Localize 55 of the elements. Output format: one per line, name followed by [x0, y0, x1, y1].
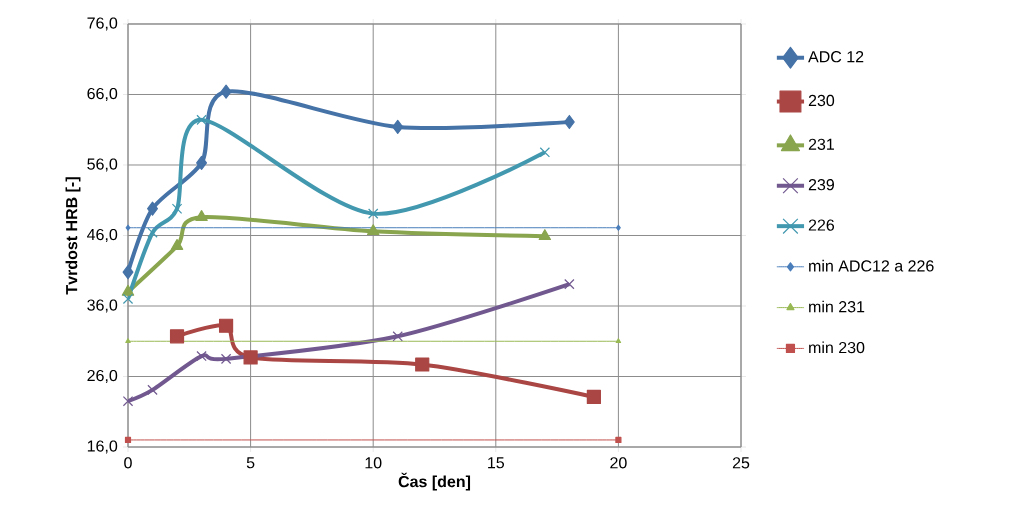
point [539, 147, 551, 158]
point [196, 155, 208, 170]
point [195, 210, 208, 222]
point [563, 114, 575, 130]
point [415, 357, 430, 372]
point [392, 331, 403, 342]
legend-label: 230 [808, 94, 835, 107]
legend-label: min ADC12 a 226 [809, 259, 934, 272]
point [147, 201, 158, 216]
point [218, 318, 234, 333]
legend-label: min 231 [809, 300, 865, 313]
x-tick-label: 20 [610, 457, 627, 469]
point [368, 208, 379, 219]
point [124, 436, 132, 444]
point [220, 84, 232, 99]
x-tick-label: 5 [246, 457, 255, 469]
point [196, 114, 207, 126]
point [147, 227, 158, 238]
point [366, 224, 380, 236]
y-tick-label: 46,0 [87, 228, 118, 243]
x-tick-label: 0 [124, 457, 132, 469]
point [170, 238, 184, 250]
y-tick-label: 56,0 [87, 158, 118, 172]
point [392, 119, 404, 135]
point [538, 229, 552, 241]
y-tick-label: 36,0 [87, 299, 118, 313]
y-tick-label: 76,0 [87, 17, 118, 31]
y-tick-label: 16,0 [87, 440, 118, 454]
legend-label: 231 [808, 138, 834, 150]
point [243, 350, 258, 365]
point [125, 224, 131, 231]
legend-label: 239 [808, 179, 834, 191]
point [196, 350, 207, 362]
y-tick-label: 66,0 [87, 87, 118, 102]
y-tick-label: 26,0 [87, 369, 118, 384]
point [122, 265, 134, 280]
point [122, 293, 134, 305]
legend-label: 226 [808, 219, 835, 231]
point [220, 353, 232, 365]
point [171, 203, 183, 214]
x-axis-title: Čas [den] [398, 472, 471, 491]
legend-label: min 230 [809, 341, 865, 354]
point [147, 384, 158, 396]
point [615, 436, 622, 444]
point [121, 284, 135, 296]
point [564, 278, 575, 290]
legend-label: ADC 12 [808, 51, 864, 63]
y-axis-title: Tvrdost HRB [-] [65, 177, 81, 295]
point [169, 329, 185, 344]
point [586, 389, 601, 405]
x-tick-label: 15 [488, 457, 505, 469]
x-tick-label: 25 [732, 457, 750, 469]
point [122, 395, 134, 407]
x-tick-label: 10 [365, 457, 382, 469]
point [615, 224, 621, 231]
